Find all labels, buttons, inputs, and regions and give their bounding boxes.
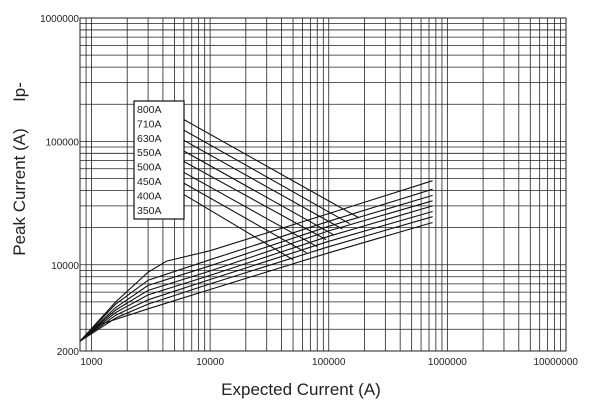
peak-current-curve	[79, 221, 433, 342]
x-tick-label: 100000	[312, 357, 346, 368]
let-through-line-800a	[166, 109, 360, 219]
x-axis-title: Expected Current (A)	[221, 380, 381, 399]
legend-label: 350A	[137, 205, 162, 217]
legend-labels: 800A 710A 630A 550A 500A 450A 400A 350A	[137, 104, 162, 217]
legend-label: 550A	[137, 147, 162, 159]
legend-box: 800A 710A 630A 550A 500A 450A 400A 350A	[133, 100, 185, 220]
legend-label: 500A	[137, 162, 162, 174]
x-axis-ticks: 1000 10000 100000 1000000 10000000	[80, 357, 578, 368]
legend-label: 400A	[137, 190, 162, 202]
y-axis-title-extra: Ip-	[10, 82, 29, 102]
x-tick-label: 1000	[80, 357, 103, 368]
y-axis-title: Peak Current (A)	[10, 128, 29, 256]
peak-current-curve	[79, 205, 433, 342]
legend-label: 710A	[137, 118, 162, 130]
y-tick-label: 10000	[51, 261, 79, 272]
curves	[79, 109, 433, 342]
legend-label: 800A	[137, 104, 162, 116]
y-tick-label: 1000000	[40, 14, 79, 25]
peak-current-curve	[79, 180, 433, 342]
peak-current-curve	[79, 188, 433, 342]
legend-label: 630A	[137, 133, 162, 145]
let-through-line-630a	[166, 130, 343, 230]
y-tick-label: 100000	[46, 137, 80, 148]
peak-current-curve	[79, 210, 433, 342]
let-through-line-450a	[166, 162, 318, 248]
let-through-line-500a	[166, 151, 327, 241]
let-through-line-710a	[166, 119, 350, 225]
let-through-line-400a	[166, 172, 307, 254]
peak-current-curve	[79, 194, 433, 342]
legend-frame	[133, 100, 185, 220]
peak-current-curve	[79, 216, 433, 342]
legend-label: 450A	[137, 176, 162, 188]
let-through-line-350a	[166, 183, 294, 261]
x-tick-label: 1000000	[428, 357, 467, 368]
plot-frame	[79, 17, 567, 352]
y-axis-ticks: 2000 10000 100000 1000000	[40, 14, 79, 358]
y-tick-label: 2000	[57, 347, 80, 358]
x-tick-label: 10000000	[534, 357, 579, 368]
let-through-line-550a	[166, 140, 334, 236]
x-tick-label: 10000	[196, 357, 224, 368]
peak-current-curve	[79, 200, 433, 342]
